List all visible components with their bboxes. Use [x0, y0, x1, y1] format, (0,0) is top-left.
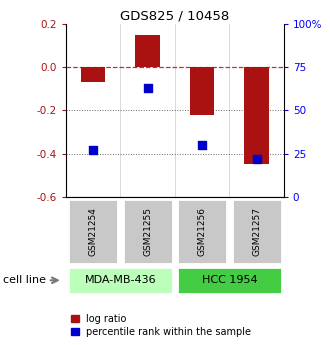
Bar [81, 67, 106, 82]
Point [90, 147, 96, 153]
Legend: log ratio, percentile rank within the sample: log ratio, percentile rank within the sa… [71, 314, 251, 337]
Text: cell line: cell line [3, 275, 46, 285]
FancyBboxPatch shape [123, 199, 173, 264]
Bar [190, 67, 214, 115]
Text: GSM21254: GSM21254 [89, 207, 98, 256]
Text: MDA-MB-436: MDA-MB-436 [84, 275, 156, 285]
Text: GSM21257: GSM21257 [252, 207, 261, 256]
Bar [244, 67, 269, 164]
Bar [135, 35, 160, 67]
Point [254, 156, 259, 161]
Title: GDS825 / 10458: GDS825 / 10458 [120, 10, 230, 23]
FancyBboxPatch shape [68, 267, 173, 294]
Text: GSM21255: GSM21255 [143, 207, 152, 256]
Point [145, 85, 150, 91]
Text: GSM21256: GSM21256 [198, 207, 207, 256]
FancyBboxPatch shape [177, 199, 227, 264]
Point [199, 142, 205, 148]
FancyBboxPatch shape [232, 199, 281, 264]
FancyBboxPatch shape [177, 267, 281, 294]
Text: HCC 1954: HCC 1954 [202, 275, 257, 285]
FancyBboxPatch shape [68, 199, 118, 264]
